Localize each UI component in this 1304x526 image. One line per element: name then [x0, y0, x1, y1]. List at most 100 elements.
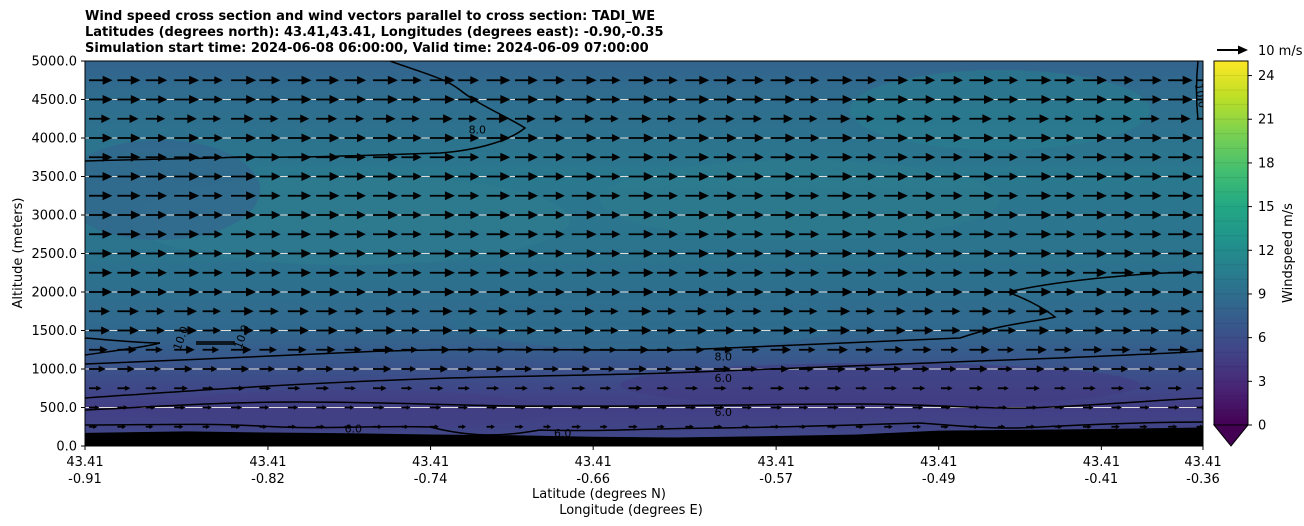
wind-vector — [742, 385, 754, 391]
wind-vector — [89, 326, 110, 335]
wind-vector — [1083, 345, 1103, 354]
wind-vector — [742, 95, 764, 104]
wind-vector — [997, 230, 1019, 239]
wind-vector — [373, 385, 387, 391]
wind-vector — [316, 268, 340, 278]
wind-vector — [969, 133, 995, 143]
wind-vector — [145, 268, 167, 277]
wind-vector — [458, 191, 480, 200]
colorbar-gradient — [1214, 61, 1248, 425]
x-tick-lon-label: -0.41 — [1085, 472, 1119, 487]
field-patch — [450, 290, 850, 350]
wind-vector — [373, 191, 398, 201]
wind-vector — [117, 424, 127, 429]
wind-vector — [571, 172, 597, 181]
wind-vector — [486, 152, 511, 162]
wind-vector — [515, 210, 539, 220]
wind-vector — [600, 172, 621, 181]
wind-vector — [259, 76, 281, 85]
wind-vector — [202, 424, 210, 429]
wind-vector — [1083, 326, 1105, 335]
wind-vector — [231, 268, 257, 278]
wind-vector — [458, 172, 480, 181]
wind-vector — [486, 287, 510, 297]
wind-vector — [515, 287, 539, 297]
wind-vector — [287, 191, 312, 201]
wind-vector — [1168, 172, 1193, 181]
wind-vector — [458, 95, 480, 104]
wind-vector — [117, 249, 141, 258]
wind-vector — [969, 95, 995, 104]
wind-vector — [89, 75, 113, 85]
wind-vector — [685, 249, 709, 258]
wind-vector — [145, 405, 156, 410]
wind-vector — [1083, 365, 1101, 373]
wind-vector — [742, 424, 750, 429]
wind-vector — [657, 307, 677, 316]
wind-vector — [600, 95, 621, 104]
wind-vector — [912, 75, 936, 85]
wind-vector — [1083, 133, 1108, 143]
wind-vector — [969, 191, 995, 201]
wind-vector — [1111, 307, 1133, 316]
wind-vector — [657, 365, 673, 373]
wind-vector — [855, 249, 877, 258]
wind-vector — [1111, 326, 1133, 335]
wind-vector — [770, 249, 796, 258]
wind-vector — [713, 229, 737, 239]
wind-vector — [543, 172, 565, 181]
wind-vector — [287, 268, 312, 278]
contour-label: 6.0 — [715, 372, 733, 385]
wind-vector — [543, 133, 565, 143]
wind-vector — [486, 307, 508, 316]
wind-vector — [316, 95, 340, 104]
wind-vector — [1083, 424, 1092, 429]
wind-vector — [287, 75, 312, 85]
wind-vector — [145, 230, 167, 239]
wind-vector — [174, 365, 193, 373]
wind-vector — [1196, 156, 1203, 159]
wind-vector — [884, 345, 904, 354]
wind-vector — [373, 365, 392, 373]
wind-vector — [458, 249, 480, 258]
wind-vector — [969, 345, 990, 354]
wind-vector — [117, 326, 139, 335]
wind-vector — [486, 191, 511, 201]
wind-vector — [145, 210, 167, 220]
x-tick-lat-label: 43.41 — [920, 455, 957, 470]
wind-vector — [1139, 365, 1156, 373]
wind-vector — [287, 326, 309, 335]
wind-vector — [543, 191, 565, 201]
wind-vector — [685, 229, 710, 239]
wind-vector — [1026, 385, 1040, 391]
wind-vector — [969, 306, 993, 316]
wind-vector — [543, 424, 552, 429]
x-tick-lat-label: 43.41 — [1083, 455, 1120, 470]
wind-vector — [1083, 249, 1107, 258]
wind-vector — [231, 287, 256, 297]
wind-vector — [316, 405, 327, 410]
wind-vector — [770, 114, 794, 124]
wind-vector — [429, 405, 442, 410]
wind-vector — [1168, 287, 1194, 297]
wind-vector — [486, 75, 511, 85]
wind-vector — [259, 385, 272, 391]
wind-vector — [458, 268, 480, 277]
wind-vector — [713, 405, 725, 410]
wind-vector — [259, 114, 279, 123]
wind-vector — [1054, 133, 1076, 143]
wind-vector — [117, 365, 135, 373]
wind-vector — [941, 75, 963, 85]
wind-vector — [1054, 268, 1076, 277]
wind-vector — [259, 153, 281, 162]
field-patch — [620, 363, 1140, 407]
x-tick-lon-label: -0.49 — [922, 472, 956, 487]
colorbar-bands — [1214, 75, 1248, 411]
wind-vector — [600, 76, 621, 85]
wind-vector — [1139, 210, 1162, 220]
wind-vector — [401, 76, 422, 85]
wind-vector — [969, 268, 995, 278]
wind-vector — [316, 287, 340, 297]
wind-vector — [231, 249, 257, 258]
contour-labels: 6.06.06.06.08.08.010.0 10.010.0 — [171, 83, 1203, 440]
